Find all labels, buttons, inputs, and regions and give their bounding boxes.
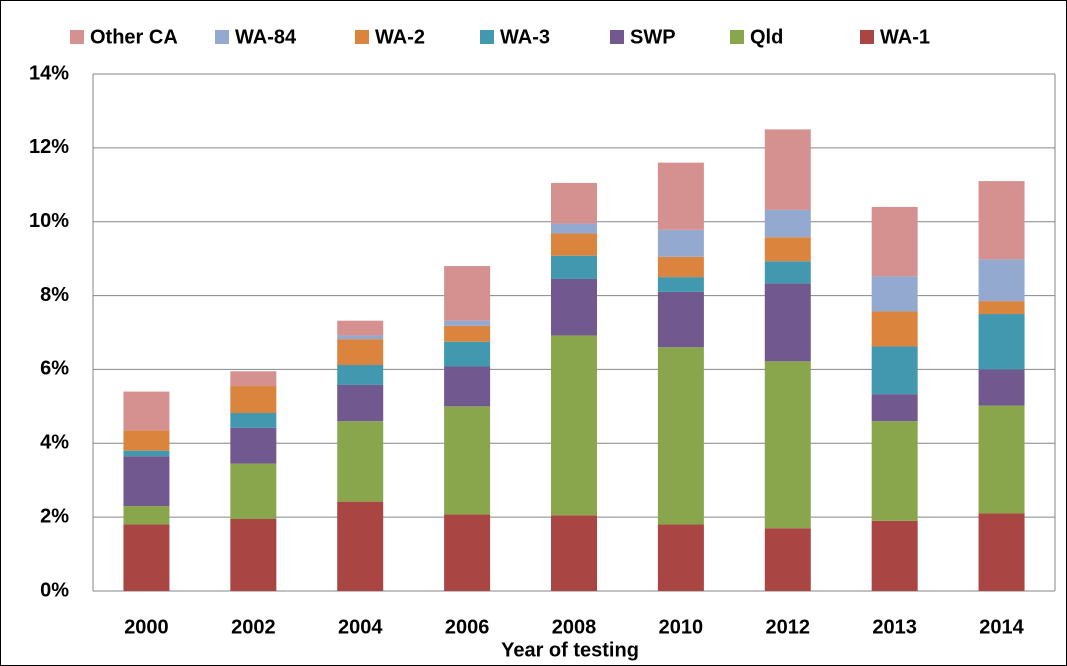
bar-segment xyxy=(123,506,170,525)
bar-segment xyxy=(337,421,384,502)
bar-segment xyxy=(337,501,384,591)
legend-swatch xyxy=(355,30,369,44)
bar-segment xyxy=(871,206,918,277)
legend-swatch xyxy=(70,30,84,44)
legend-label: Other CA xyxy=(90,26,178,48)
bar-segment xyxy=(230,386,277,414)
bar-segment xyxy=(871,346,918,395)
legend-label: Qld xyxy=(750,26,783,48)
bar-segment xyxy=(764,129,811,210)
x-tick-label: 2002 xyxy=(231,616,276,638)
bar-segment xyxy=(764,283,811,362)
bar-segment xyxy=(337,335,384,340)
legend-swatch xyxy=(860,30,874,44)
legend-swatch xyxy=(215,30,229,44)
bar-segment xyxy=(551,233,597,256)
x-tick-label: 2000 xyxy=(124,616,169,638)
bar-segment xyxy=(657,277,704,292)
bar-segment xyxy=(978,181,1025,260)
bar-segment xyxy=(657,291,704,348)
legend-label: WA-84 xyxy=(235,26,297,48)
bar-segment xyxy=(551,182,597,224)
bar-segment xyxy=(551,515,597,591)
legend-label: WA-3 xyxy=(500,26,550,48)
x-tick-label: 2012 xyxy=(766,616,811,638)
bar-segment xyxy=(123,450,170,457)
bar-segment xyxy=(764,528,811,591)
bar-segment xyxy=(337,384,384,422)
y-tick-label: 12% xyxy=(29,136,69,158)
bar-segment xyxy=(444,341,491,367)
bar-segment xyxy=(230,463,277,519)
bar-segment xyxy=(657,256,704,278)
bar-segment xyxy=(764,261,811,284)
bar-segment xyxy=(444,514,491,591)
bar-segment xyxy=(123,456,170,507)
x-tick-label: 2013 xyxy=(872,616,917,638)
legend-label: WA-1 xyxy=(880,26,930,48)
bar-segment xyxy=(764,237,811,262)
bar-segment xyxy=(657,162,704,230)
bar-segment xyxy=(337,339,384,365)
bar-segment xyxy=(871,520,918,591)
bar-segment xyxy=(978,259,1025,302)
bar-segment xyxy=(337,364,384,385)
bar-segment xyxy=(230,427,277,464)
bar-segment xyxy=(871,421,918,521)
y-tick-label: 2% xyxy=(40,505,69,527)
bar-segment xyxy=(551,278,597,336)
bar-segment xyxy=(978,301,1025,315)
y-tick-label: 14% xyxy=(29,62,69,84)
bar-segment xyxy=(551,255,597,279)
bar-segment xyxy=(444,406,491,515)
y-tick-label: 6% xyxy=(40,358,69,380)
x-tick-label: 2010 xyxy=(659,616,704,638)
x-tick-label: 2008 xyxy=(552,616,597,638)
bar-segment xyxy=(657,229,704,257)
legend-swatch xyxy=(480,30,494,44)
legend-swatch xyxy=(730,30,744,44)
bar-segment xyxy=(230,518,277,591)
bar-segment xyxy=(551,335,597,516)
bar-segment xyxy=(444,320,491,326)
y-tick-label: 0% xyxy=(40,579,69,601)
bar-segment xyxy=(871,394,918,422)
bar-segment xyxy=(978,405,1025,514)
x-axis-title: Year of testing xyxy=(501,639,639,661)
legend-label: SWP xyxy=(630,26,676,48)
bar-segment xyxy=(871,311,918,347)
y-tick-label: 8% xyxy=(40,284,69,306)
bar-segment xyxy=(657,524,704,591)
legend-label: WA-2 xyxy=(375,26,425,48)
bar-segment xyxy=(978,314,1025,370)
bar-segment xyxy=(230,371,277,387)
y-tick-label: 10% xyxy=(29,210,69,232)
bar-segment xyxy=(764,361,811,529)
bar-segment xyxy=(978,369,1025,406)
x-tick-label: 2014 xyxy=(979,616,1024,638)
bar-segment xyxy=(123,430,170,451)
bar-segment xyxy=(444,366,491,407)
bar-segment xyxy=(337,320,384,336)
bar-segment xyxy=(764,209,811,238)
bar-segment xyxy=(444,266,491,321)
legend-swatch xyxy=(610,30,624,44)
bar-segment xyxy=(123,391,170,431)
bar-segment xyxy=(230,413,277,428)
bar-segment xyxy=(123,524,170,591)
x-tick-label: 2004 xyxy=(338,616,383,638)
bar-segment xyxy=(871,276,918,312)
bar-segment xyxy=(551,223,597,234)
bar-segment xyxy=(978,513,1025,591)
bar-segment xyxy=(657,347,704,525)
bar-segment xyxy=(444,325,491,342)
x-tick-label: 2006 xyxy=(445,616,490,638)
y-tick-label: 4% xyxy=(40,432,69,454)
